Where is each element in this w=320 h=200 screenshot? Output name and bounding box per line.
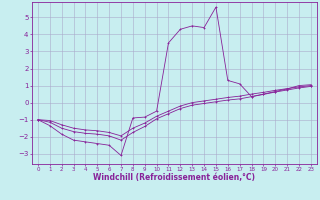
X-axis label: Windchill (Refroidissement éolien,°C): Windchill (Refroidissement éolien,°C) [93,173,255,182]
